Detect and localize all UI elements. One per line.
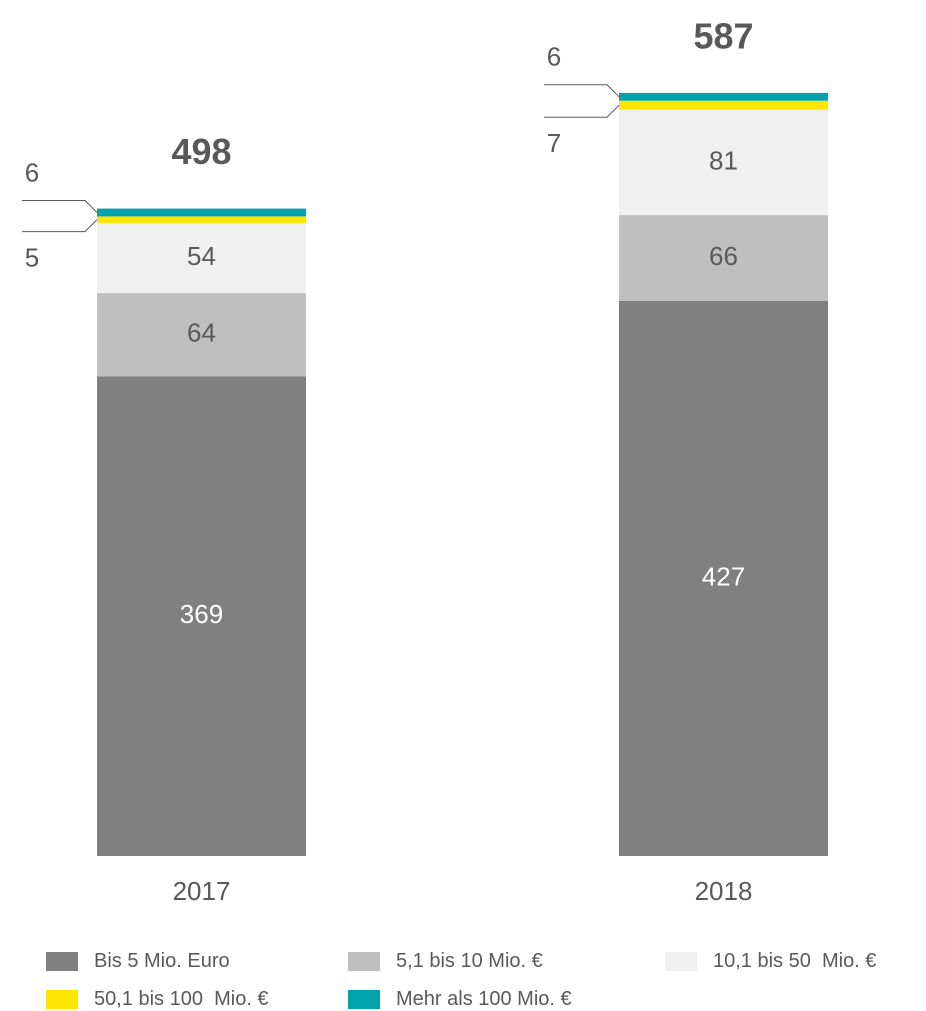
total-label: 587 xyxy=(693,15,753,56)
bar-segment xyxy=(97,216,306,223)
bar-segment xyxy=(97,222,306,294)
bar-segment xyxy=(619,300,828,856)
bar-segment xyxy=(97,208,306,217)
x-tick-label: 2017 xyxy=(173,876,231,906)
bar-segment xyxy=(619,109,828,216)
data-label: 6 xyxy=(547,42,561,72)
data-label: 369 xyxy=(180,599,223,629)
bar-segment xyxy=(97,376,306,856)
callout-line xyxy=(544,104,620,118)
data-label: 64 xyxy=(187,318,216,348)
data-label: 427 xyxy=(702,561,745,591)
data-label: 7 xyxy=(547,128,561,158)
total-label: 498 xyxy=(171,131,231,172)
bar-segment xyxy=(97,293,306,377)
callout-line xyxy=(544,84,620,98)
callout-line xyxy=(22,219,98,233)
bar-segment xyxy=(619,215,828,301)
data-label: 54 xyxy=(187,241,216,271)
data-label: 81 xyxy=(709,145,738,175)
x-tick-label: 2018 xyxy=(695,876,753,906)
bar-segment xyxy=(619,100,828,110)
data-label: 66 xyxy=(709,241,738,271)
data-label: 5 xyxy=(25,243,39,273)
data-label: 6 xyxy=(25,157,39,187)
bar-segment xyxy=(619,92,828,101)
callout-line xyxy=(22,200,98,213)
